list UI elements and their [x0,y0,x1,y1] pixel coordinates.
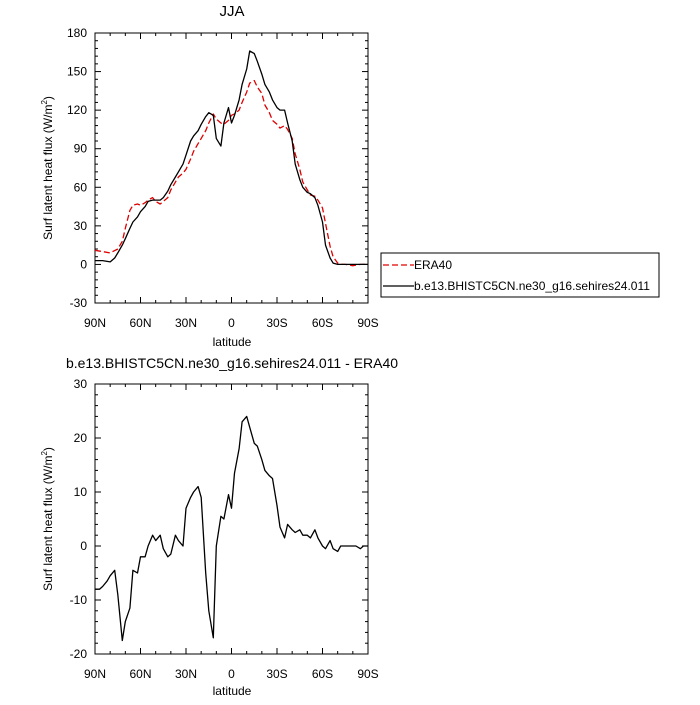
chart-bottom-xlabel: latitude [213,684,252,698]
legend-model-label: b.e13.BHISTC5CN.ne30_g16.sehires24.011 [414,279,650,293]
chart-top-ytick-labels: -30 0 30 60 90 120 150 180 [67,26,87,310]
chart-bottom: b.e13.BHISTC5CN.ne30_g16.sehires24.011 -… [40,355,398,698]
top-xtick-label: 30N [175,316,197,330]
bot-xtick-label: 90N [84,667,106,681]
bot-ytick-label: 10 [74,485,88,499]
chart-bottom-ytick-labels: -20 -10 0 10 20 30 [70,377,88,661]
chart-bottom-ticks [94,383,369,655]
top-ytick-label: 180 [67,26,87,40]
bot-series-line-0 [95,415,368,642]
top-xtick-label: 60N [129,316,151,330]
chart-bottom-ylabel: Surf latent heat flux (W/m2) [40,447,55,591]
bot-xtick-label: 60S [312,667,333,681]
chart-bottom-ylabel-main: Surf latent heat flux (W/m [41,456,55,591]
chart-top-ylabel-tail: ) [41,96,55,100]
top-series-line-1 [95,50,368,266]
bot-xtick-label: 60N [129,667,151,681]
top-ytick-label: -30 [70,296,88,310]
chart-top-series [94,50,368,267]
chart-top-ticks [94,32,369,304]
chart-top-frame [94,32,369,304]
chart-bottom-ylabel-tail: ) [41,447,55,451]
top-ytick-label: 30 [74,219,88,233]
bot-xtick-label: 30S [266,667,287,681]
bot-ytick-label: -10 [70,593,88,607]
top-xtick-label: 60S [312,316,333,330]
chart-top-title: JJA [219,3,244,20]
top-xtick-label: 30S [266,316,287,330]
top-series-line-0 [94,79,368,267]
chart-bottom-ylabel-sup: 2 [40,451,49,456]
legend: ERA40 b.e13.BHISTC5CN.ne30_g16.sehires24… [380,252,660,298]
chart-bottom-series [95,415,368,642]
chart-bottom-title: b.e13.BHISTC5CN.ne30_g16.sehires24.011 -… [66,355,398,371]
top-ytick-label: 150 [67,65,87,79]
chart-bottom-frame [94,383,369,655]
top-ytick-label: 120 [67,103,87,117]
bot-xtick-label: 90S [357,667,378,681]
chart-bottom-xtick-labels: 90N 60N 30N 0 30S 60S 90S [84,667,379,681]
legend-box [380,252,660,298]
legend-era40-label: ERA40 [414,258,452,272]
chart-top-ylabel: Surf latent heat flux (W/m2) [40,96,55,240]
chart-top-xlabel: latitude [213,335,252,349]
top-ytick-label: 60 [74,180,88,194]
bot-ytick-label: 0 [80,539,87,553]
top-xtick-label: 90N [84,316,106,330]
bot-ytick-label: 30 [74,377,88,391]
top-ytick-label: 0 [80,257,87,271]
bot-ytick-label: -20 [70,647,88,661]
bot-xtick-label: 0 [228,667,235,681]
top-xtick-label: 90S [357,316,378,330]
bot-ytick-label: 20 [74,431,88,445]
chart-top: JJA -30 0 30 60 90 120 150 180 90N 60N 30N 0 30S 60S… [40,3,379,349]
chart-top-xtick-labels: 90N 60N 30N 0 30S 60S 90S [84,316,379,330]
bot-xtick-label: 30N [175,667,197,681]
top-xtick-label: 0 [228,316,235,330]
top-ytick-label: 90 [74,142,88,156]
chart-top-ylabel-sup: 2 [40,100,49,105]
chart-top-ylabel-main: Surf latent heat flux (W/m [41,105,55,240]
